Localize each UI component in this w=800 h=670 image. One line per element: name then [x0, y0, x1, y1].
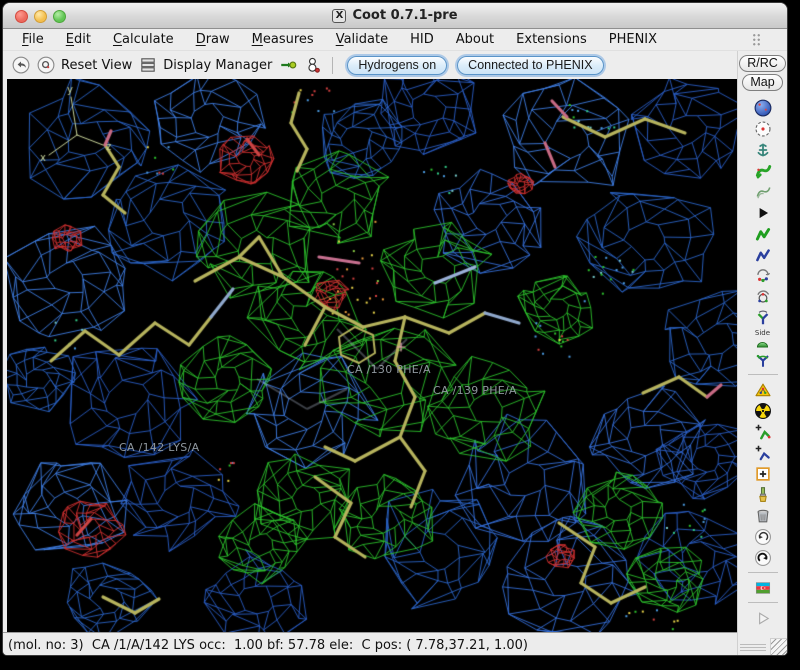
- tool-separator: [747, 374, 778, 375]
- play-icon[interactable]: [754, 202, 772, 223]
- title-bar[interactable]: X Coot 0.7.1-pre: [3, 3, 787, 29]
- blue-chain-icon[interactable]: [754, 244, 772, 265]
- menu-item-edit[interactable]: Edit: [65, 32, 91, 47]
- hydrogens-toggle-button[interactable]: Hydrogens on: [347, 55, 448, 75]
- menu-item-extensions[interactable]: Extensions: [516, 32, 587, 47]
- strip-bevel-lines: [740, 642, 766, 651]
- target-icon[interactable]: [754, 118, 772, 139]
- display-manager-button[interactable]: Display Manager: [163, 57, 273, 73]
- menu-bar: File Edit Calculate Draw Measures Validate HID…: [3, 29, 787, 51]
- gl-canvas-container: CA /130 PHE/A CA /139 PHE/A CA /142 LYS/A: [7, 79, 737, 632]
- toolbar-grip-icon[interactable]: [752, 33, 761, 46]
- green-chain-icon[interactable]: [754, 223, 772, 244]
- connected-to-phenix-button[interactable]: Connected to PHENIX: [457, 55, 604, 75]
- menu-item-about[interactable]: About: [455, 32, 495, 47]
- mutate-icon[interactable]: [754, 379, 772, 400]
- menu-item-hid[interactable]: HID: [410, 32, 434, 47]
- app-window: X Coot 0.7.1-pre File Edit Calculate Draw Me…: [2, 2, 788, 656]
- menu-item-draw[interactable]: Draw: [195, 32, 230, 47]
- toolbar-separator: [332, 56, 334, 74]
- window-title: X Coot 0.7.1-pre: [332, 8, 458, 23]
- globe-icon[interactable]: [754, 97, 772, 118]
- reset-view-button[interactable]: Reset View: [61, 57, 133, 73]
- side-chain-label: Side: [754, 328, 771, 337]
- terminal-residue-icon[interactable]: [754, 349, 772, 370]
- menu-item-phenix[interactable]: PHENIX: [608, 32, 658, 47]
- add-marker-icon[interactable]: [754, 463, 772, 484]
- tool-separator: [747, 572, 778, 573]
- reset-orientation-icon[interactable]: [11, 56, 30, 75]
- undo-icon[interactable]: [754, 526, 772, 547]
- rotamer-icon[interactable]: [754, 286, 772, 307]
- window-title-text: Coot 0.7.1-pre: [352, 8, 458, 23]
- atom-label: CA /139 PHE/A: [433, 384, 517, 397]
- x11-icon: X: [332, 8, 347, 23]
- refine-zone-icon[interactable]: [754, 160, 772, 181]
- menu-item-measures[interactable]: Measures: [251, 32, 314, 47]
- atom-label: CA /142 LYS/A: [119, 441, 200, 454]
- radioactive-icon[interactable]: [754, 400, 772, 421]
- status-bar: (mol. no: 3) CA /1/A/142 LYS occ: 1.00 b…: [3, 632, 737, 655]
- toolbar: Reset View Display Manager Hydrogens on …: [3, 51, 737, 79]
- anchor-icon[interactable]: [754, 139, 772, 160]
- flag-icon[interactable]: [754, 577, 772, 598]
- add-alt-conf-icon[interactable]: [754, 421, 772, 442]
- menu-item-calculate[interactable]: Calculate: [112, 32, 174, 47]
- resize-grip[interactable]: [770, 638, 787, 655]
- layers-icon[interactable]: [138, 56, 157, 75]
- redo-icon[interactable]: [754, 547, 772, 568]
- status-text: (mol. no: 3) CA /1/A/142 LYS occ: 1.00 b…: [8, 637, 528, 653]
- add-atom-icon[interactable]: [754, 442, 772, 463]
- scene-canvas[interactable]: [7, 79, 737, 632]
- side-chain-180-icon[interactable]: Side: [754, 328, 771, 349]
- close-button[interactable]: [15, 9, 28, 23]
- minimize-button[interactable]: [34, 9, 47, 23]
- rrc-button[interactable]: R/RC: [739, 55, 786, 72]
- map-button[interactable]: Map: [742, 74, 783, 91]
- run-icon[interactable]: [754, 607, 772, 628]
- delete-icon[interactable]: [754, 505, 772, 526]
- zoom-button[interactable]: [53, 9, 66, 23]
- flip-icon[interactable]: [754, 307, 772, 328]
- atom-label: CA /130 PHE/A: [347, 363, 431, 376]
- molecule-icon[interactable]: [303, 56, 322, 75]
- rotate-translate-icon[interactable]: [754, 265, 772, 286]
- tool-icon-column: Side: [747, 97, 778, 628]
- model-tool-strip: R/RC Map Side: [737, 51, 787, 655]
- menu-item-file[interactable]: File: [22, 32, 44, 47]
- regularize-zone-icon[interactable]: [754, 181, 772, 202]
- menu-item-validate[interactable]: Validate: [335, 32, 389, 47]
- recenter-icon[interactable]: [36, 56, 55, 75]
- connect-arrow-icon[interactable]: [278, 56, 297, 75]
- clear-pending-icon[interactable]: [754, 484, 772, 505]
- tool-separator: [747, 602, 778, 603]
